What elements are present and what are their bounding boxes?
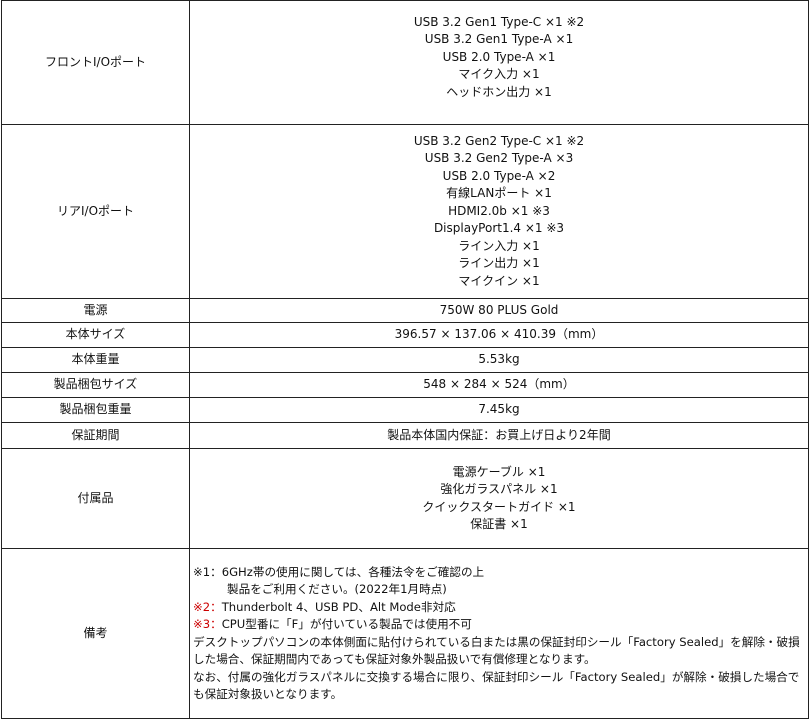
rear-io-item: USB 3.2 Gen2 Type-A ×3 xyxy=(424,151,574,166)
value-warranty: 製品本体国内保証：お買上げ日より2年間 xyxy=(189,422,809,449)
row-package-size: 製品梱包サイズ 548 × 284 × 524（mm） xyxy=(1,372,809,398)
note-1-cont: 製品をご利用ください。(2022年1月時点) xyxy=(227,582,447,596)
note-3: ※3：CPU型番に「F」が付いている製品では使用不可 xyxy=(193,616,804,634)
label-accessories: 付属品 xyxy=(1,448,190,549)
row-warranty: 保証期間 製品本体国内保証：お買上げ日より2年間 xyxy=(1,422,809,449)
label-front-io: フロントI/Oポート xyxy=(1,0,190,125)
value-package-weight: 7.45kg xyxy=(189,397,809,423)
label-size: 本体サイズ xyxy=(1,322,190,348)
rear-io-item: ライン出力 ×1 xyxy=(458,256,540,271)
row-weight: 本体重量 5.53kg xyxy=(1,347,809,373)
rear-io-item: ライン入力 ×1 xyxy=(458,238,540,253)
row-rear-io: リアI/Oポート USB 3.2 Gen2 Type-C ×1 ※2 USB 3… xyxy=(1,124,809,299)
label-rear-io: リアI/Oポート xyxy=(1,124,190,299)
rear-io-item: USB 3.2 Gen2 Type-C ×1 ※2 xyxy=(413,133,585,148)
value-weight: 5.53kg xyxy=(189,347,809,373)
accessory-item: 電源ケーブル ×1 xyxy=(452,464,546,479)
label-notes: 備考 xyxy=(1,548,190,719)
note-1: ※1：6GHz帯の使用に関しては、各種法令をご確認の上 xyxy=(193,564,804,582)
note-2-mark: ※2： xyxy=(193,599,222,614)
label-weight: 本体重量 xyxy=(1,347,190,373)
rear-io-item: DisplayPort1.4 ×1 ※3 xyxy=(433,221,565,236)
note-3-text: CPU型番に「F」が付いている製品では使用不可 xyxy=(221,617,472,631)
rear-io-item: USB 2.0 Type-A ×2 xyxy=(442,168,556,183)
front-io-item: マイク入力 ×1 xyxy=(458,67,540,82)
value-notes: ※1：6GHz帯の使用に関しては、各種法令をご確認の上 製品をご利用ください。(… xyxy=(189,548,809,719)
rear-io-item: マイクイン ×1 xyxy=(458,273,540,288)
label-power: 電源 xyxy=(1,298,190,323)
note-2-text: Thunderbolt 4、USB PD、Alt Mode非対応 xyxy=(221,599,456,614)
label-package-weight: 製品梱包重量 xyxy=(1,397,190,423)
row-accessories: 付属品 電源ケーブル ×1 強化ガラスパネル ×1 クイックスタートガイド ×1… xyxy=(1,448,809,549)
accessory-item: 保証書 ×1 xyxy=(470,517,528,531)
value-accessories: 電源ケーブル ×1 強化ガラスパネル ×1 クイックスタートガイド ×1 保証書… xyxy=(189,448,809,549)
note-para-2: なお、付属の強化ガラスパネルに交換する場合に限り、保証封印シール「Factory… xyxy=(193,669,800,702)
row-notes: 備考 ※1：6GHz帯の使用に関しては、各種法令をご確認の上 製品をご利用くださ… xyxy=(1,548,809,719)
note-2: ※2：Thunderbolt 4、USB PD、Alt Mode非対応 xyxy=(193,599,804,617)
accessory-item: 強化ガラスパネル ×1 xyxy=(440,482,558,496)
row-package-weight: 製品梱包重量 7.45kg xyxy=(1,397,809,423)
rear-io-item: HDMI2.0b ×1 ※3 xyxy=(448,203,550,218)
front-io-item: ヘッドホン出力 ×1 xyxy=(446,84,552,99)
row-size: 本体サイズ 396.57 × 137.06 × 410.39（mm） xyxy=(1,322,809,348)
value-front-io: USB 3.2 Gen1 Type-C ×1 ※2 USB 3.2 Gen1 T… xyxy=(189,0,809,125)
note-3-mark: ※3： xyxy=(193,617,222,631)
row-front-io: フロントI/Oポート USB 3.2 Gen1 Type-C ×1 ※2 USB… xyxy=(1,0,809,125)
front-io-item: USB 3.2 Gen1 Type-A ×1 xyxy=(424,32,574,47)
value-rear-io: USB 3.2 Gen2 Type-C ×1 ※2 USB 3.2 Gen2 T… xyxy=(189,124,809,299)
note-para-1: デスクトップパソコンの本体側面に貼付けられている白または黒の保証封印シール「Fa… xyxy=(193,634,800,667)
front-io-item: USB 2.0 Type-A ×1 xyxy=(442,49,556,64)
note-1-text: 6GHz帯の使用に関しては、各種法令をご確認の上 xyxy=(221,564,485,579)
rear-io-item: 有線LANポート ×1 xyxy=(446,186,552,201)
label-package-size: 製品梱包サイズ xyxy=(1,372,190,398)
note-1-mark: ※1： xyxy=(193,564,222,579)
accessory-item: クイックスタートガイド ×1 xyxy=(422,499,576,514)
front-io-item: USB 3.2 Gen1 Type-C ×1 ※2 xyxy=(413,14,585,29)
value-power: 750W 80 PLUS Gold xyxy=(189,298,809,323)
value-size: 396.57 × 137.06 × 410.39（mm） xyxy=(189,322,809,348)
label-warranty: 保証期間 xyxy=(1,422,190,449)
value-package-size: 548 × 284 × 524（mm） xyxy=(189,372,809,398)
row-power: 電源 750W 80 PLUS Gold xyxy=(1,298,809,323)
